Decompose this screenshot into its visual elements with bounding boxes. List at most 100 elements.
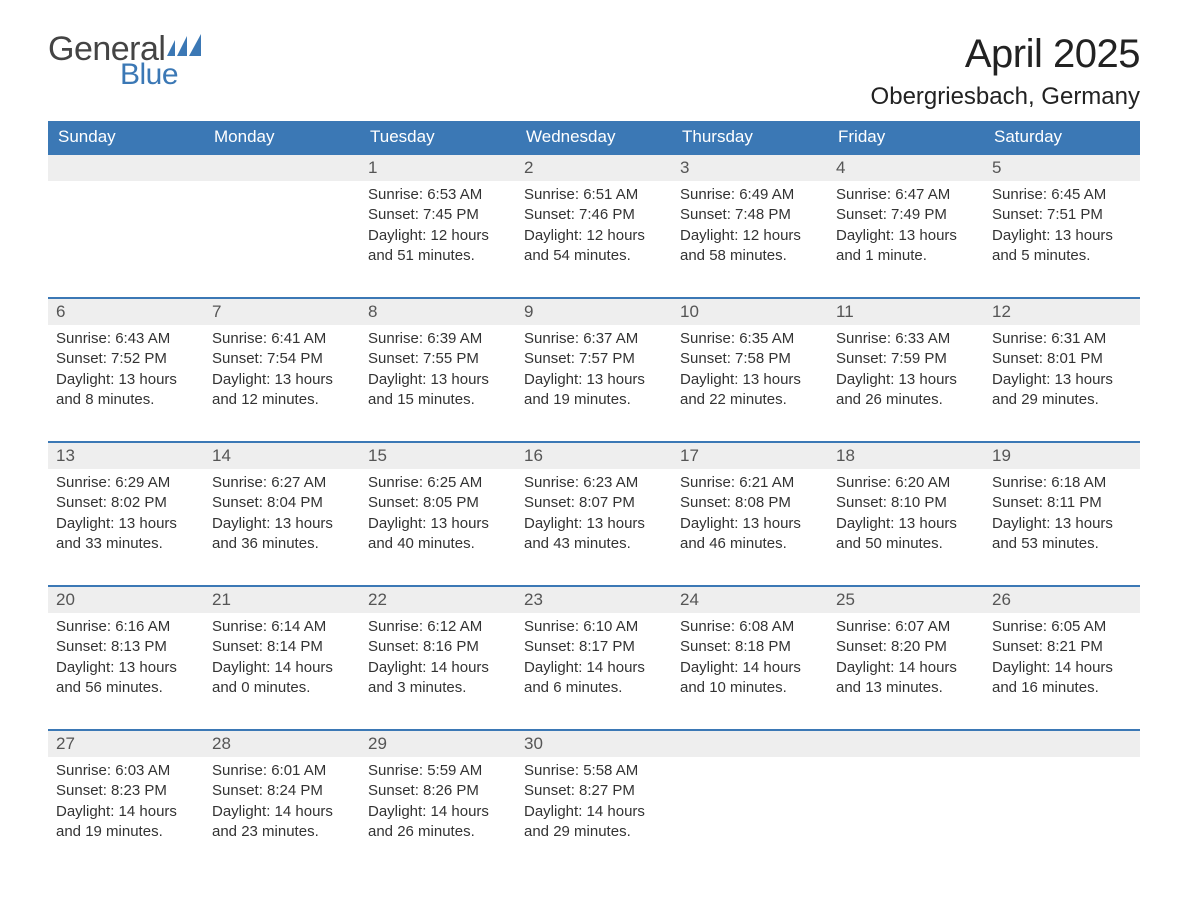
sunset-text: Sunset: 7:49 PM [836,205,976,225]
sunset-text: Sunset: 7:52 PM [56,349,196,369]
day-details [48,181,204,193]
calendar-cell: 24Sunrise: 6:08 AMSunset: 8:18 PMDayligh… [672,586,828,730]
sunset-text: Sunset: 8:13 PM [56,637,196,657]
day-number: 21 [204,587,360,613]
sunrise-text: Sunrise: 6:25 AM [368,473,508,493]
day-number [672,731,828,757]
day-number: 30 [516,731,672,757]
sunset-text: Sunset: 7:59 PM [836,349,976,369]
sunrise-text: Sunrise: 6:35 AM [680,329,820,349]
day-number: 14 [204,443,360,469]
daylight-text: Daylight: 14 hours and 0 minutes. [212,658,352,699]
daylight-text: Daylight: 13 hours and 8 minutes. [56,370,196,411]
calendar-cell: 18Sunrise: 6:20 AMSunset: 8:10 PMDayligh… [828,442,984,586]
sunrise-text: Sunrise: 6:47 AM [836,185,976,205]
day-header: Saturday [984,121,1140,154]
calendar-week-row: 27Sunrise: 6:03 AMSunset: 8:23 PMDayligh… [48,730,1140,874]
sunrise-text: Sunrise: 6:08 AM [680,617,820,637]
sunrise-text: Sunrise: 6:20 AM [836,473,976,493]
day-number: 8 [360,299,516,325]
day-details: Sunrise: 6:03 AMSunset: 8:23 PMDaylight:… [48,757,204,850]
day-number [828,731,984,757]
day-number: 23 [516,587,672,613]
day-number: 10 [672,299,828,325]
sunset-text: Sunset: 8:18 PM [680,637,820,657]
day-number [984,731,1140,757]
page-title: April 2025 [871,32,1140,77]
daylight-text: Daylight: 13 hours and 12 minutes. [212,370,352,411]
sunrise-text: Sunrise: 6:29 AM [56,473,196,493]
calendar-cell: 23Sunrise: 6:10 AMSunset: 8:17 PMDayligh… [516,586,672,730]
day-details: Sunrise: 6:31 AMSunset: 8:01 PMDaylight:… [984,325,1140,418]
calendar-week-row: 13Sunrise: 6:29 AMSunset: 8:02 PMDayligh… [48,442,1140,586]
daylight-text: Daylight: 13 hours and 1 minute. [836,226,976,267]
calendar-cell: 10Sunrise: 6:35 AMSunset: 7:58 PMDayligh… [672,298,828,442]
sunrise-text: Sunrise: 6:33 AM [836,329,976,349]
daylight-text: Daylight: 13 hours and 50 minutes. [836,514,976,555]
day-header: Wednesday [516,121,672,154]
day-details: Sunrise: 6:10 AMSunset: 8:17 PMDaylight:… [516,613,672,706]
day-details: Sunrise: 6:27 AMSunset: 8:04 PMDaylight:… [204,469,360,562]
day-details: Sunrise: 6:53 AMSunset: 7:45 PMDaylight:… [360,181,516,274]
daylight-text: Daylight: 13 hours and 22 minutes. [680,370,820,411]
brand-logo: General Blue [48,32,203,90]
daylight-text: Daylight: 12 hours and 54 minutes. [524,226,664,267]
day-details: Sunrise: 6:12 AMSunset: 8:16 PMDaylight:… [360,613,516,706]
sunset-text: Sunset: 8:24 PM [212,781,352,801]
sunrise-text: Sunrise: 6:51 AM [524,185,664,205]
sunset-text: Sunset: 8:01 PM [992,349,1132,369]
daylight-text: Daylight: 13 hours and 26 minutes. [836,370,976,411]
day-header: Tuesday [360,121,516,154]
sunset-text: Sunset: 8:21 PM [992,637,1132,657]
calendar-cell: 11Sunrise: 6:33 AMSunset: 7:59 PMDayligh… [828,298,984,442]
sunset-text: Sunset: 8:16 PM [368,637,508,657]
sunset-text: Sunset: 7:55 PM [368,349,508,369]
daylight-text: Daylight: 12 hours and 51 minutes. [368,226,508,267]
calendar-cell: 21Sunrise: 6:14 AMSunset: 8:14 PMDayligh… [204,586,360,730]
flag-icon [167,34,203,60]
calendar-cell: 22Sunrise: 6:12 AMSunset: 8:16 PMDayligh… [360,586,516,730]
daylight-text: Daylight: 14 hours and 16 minutes. [992,658,1132,699]
calendar-week-row: 6Sunrise: 6:43 AMSunset: 7:52 PMDaylight… [48,298,1140,442]
day-number: 26 [984,587,1140,613]
sunrise-text: Sunrise: 6:14 AM [212,617,352,637]
sunrise-text: Sunrise: 5:58 AM [524,761,664,781]
sunrise-text: Sunrise: 5:59 AM [368,761,508,781]
calendar-cell: 14Sunrise: 6:27 AMSunset: 8:04 PMDayligh… [204,442,360,586]
day-number: 20 [48,587,204,613]
daylight-text: Daylight: 13 hours and 29 minutes. [992,370,1132,411]
calendar-cell: 16Sunrise: 6:23 AMSunset: 8:07 PMDayligh… [516,442,672,586]
daylight-text: Daylight: 12 hours and 58 minutes. [680,226,820,267]
daylight-text: Daylight: 13 hours and 5 minutes. [992,226,1132,267]
day-details: Sunrise: 6:05 AMSunset: 8:21 PMDaylight:… [984,613,1140,706]
day-details: Sunrise: 6:08 AMSunset: 8:18 PMDaylight:… [672,613,828,706]
sunset-text: Sunset: 8:08 PM [680,493,820,513]
day-number: 17 [672,443,828,469]
day-details: Sunrise: 6:14 AMSunset: 8:14 PMDaylight:… [204,613,360,706]
sunset-text: Sunset: 7:48 PM [680,205,820,225]
day-details [672,757,828,769]
day-details: Sunrise: 6:01 AMSunset: 8:24 PMDaylight:… [204,757,360,850]
brand-line2: Blue [120,60,203,90]
sunrise-text: Sunrise: 6:31 AM [992,329,1132,349]
calendar-cell [672,730,828,874]
day-number: 12 [984,299,1140,325]
day-number: 19 [984,443,1140,469]
day-details: Sunrise: 6:41 AMSunset: 7:54 PMDaylight:… [204,325,360,418]
day-header: Sunday [48,121,204,154]
day-details [828,757,984,769]
sunrise-text: Sunrise: 6:41 AM [212,329,352,349]
sunset-text: Sunset: 8:27 PM [524,781,664,801]
calendar-cell: 28Sunrise: 6:01 AMSunset: 8:24 PMDayligh… [204,730,360,874]
calendar-cell: 20Sunrise: 6:16 AMSunset: 8:13 PMDayligh… [48,586,204,730]
daylight-text: Daylight: 14 hours and 13 minutes. [836,658,976,699]
day-details: Sunrise: 6:07 AMSunset: 8:20 PMDaylight:… [828,613,984,706]
calendar-cell: 17Sunrise: 6:21 AMSunset: 8:08 PMDayligh… [672,442,828,586]
sunrise-text: Sunrise: 6:07 AM [836,617,976,637]
calendar-cell: 8Sunrise: 6:39 AMSunset: 7:55 PMDaylight… [360,298,516,442]
sunrise-text: Sunrise: 6:37 AM [524,329,664,349]
day-header: Friday [828,121,984,154]
daylight-text: Daylight: 13 hours and 15 minutes. [368,370,508,411]
day-details: Sunrise: 6:20 AMSunset: 8:10 PMDaylight:… [828,469,984,562]
daylight-text: Daylight: 14 hours and 29 minutes. [524,802,664,843]
